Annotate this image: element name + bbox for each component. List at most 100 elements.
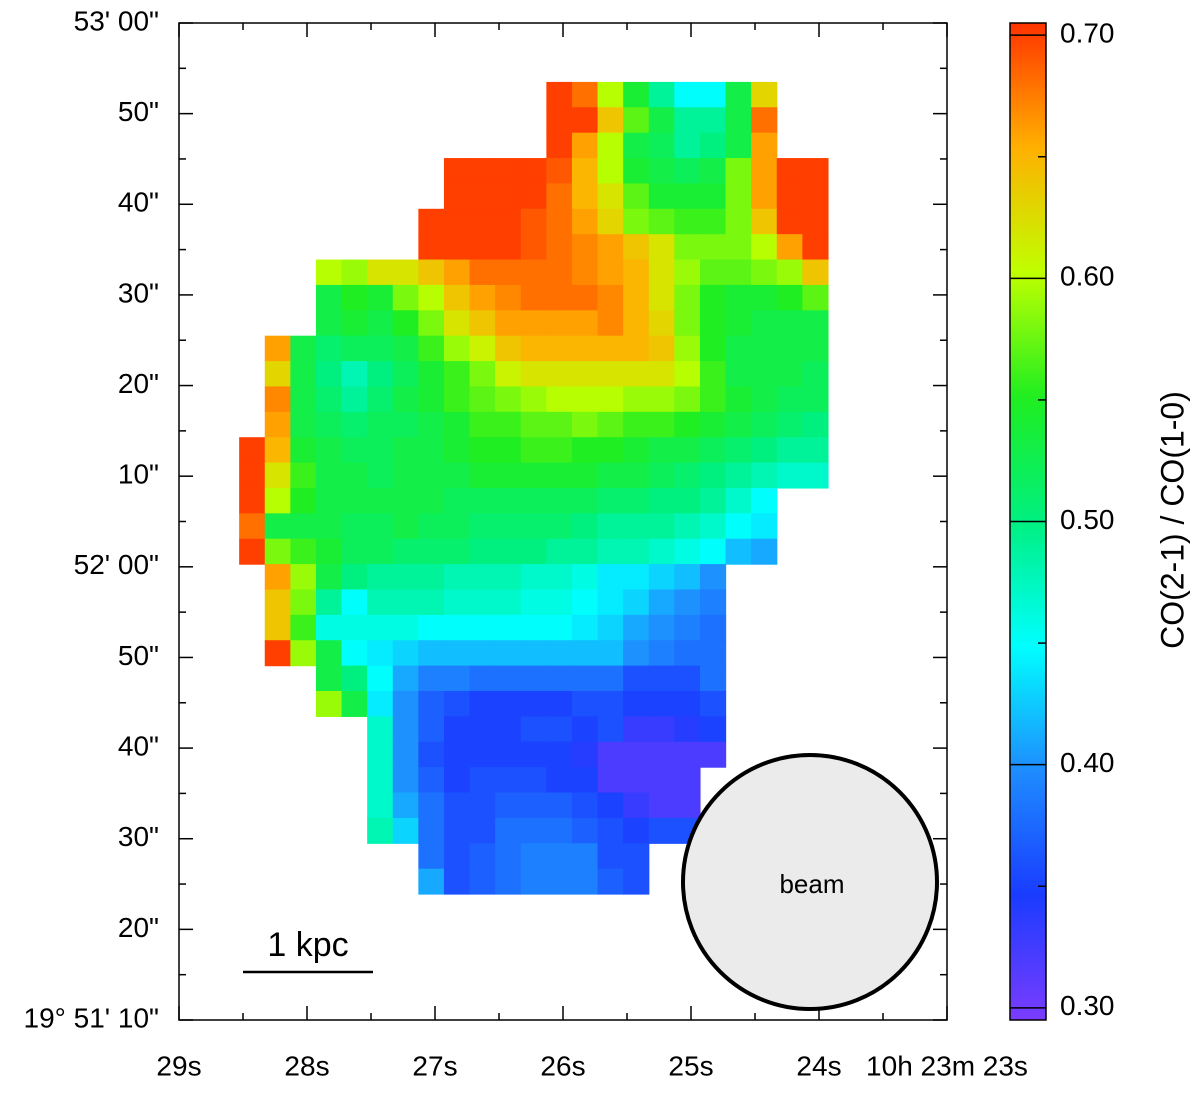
cell: [392, 640, 419, 667]
cell: [495, 487, 522, 514]
cell: [776, 310, 803, 337]
cell: [469, 310, 496, 337]
cell: [699, 640, 727, 667]
cell: [699, 132, 727, 159]
cell: [802, 386, 829, 413]
cell: [648, 614, 675, 641]
x-tick-label: 24s: [796, 1050, 841, 1081]
cell: [674, 81, 701, 108]
cell: [802, 259, 829, 286]
cell: [520, 538, 547, 565]
cell: [495, 564, 522, 591]
cell: [418, 335, 445, 362]
cell: [341, 690, 368, 717]
cell: [341, 589, 368, 616]
cell: [725, 411, 752, 438]
y-tick-label: 50": [118, 96, 159, 127]
cell: [597, 183, 624, 210]
cell: [571, 462, 599, 489]
cell: [571, 310, 599, 337]
cell: [546, 487, 573, 514]
cell: [648, 361, 675, 388]
cell: [392, 741, 419, 768]
cell: [751, 81, 778, 108]
cell: [597, 513, 624, 540]
cell: [546, 183, 573, 210]
cell: [571, 741, 599, 768]
cell: [725, 335, 752, 362]
cell: [341, 665, 368, 692]
cell: [443, 640, 471, 667]
cell: [571, 868, 599, 895]
y-tick-label: 50": [118, 640, 159, 671]
cell: [392, 538, 419, 565]
colorbar-label: CO(2-1) / CO(1-0): [1154, 391, 1190, 649]
cell: [443, 158, 471, 185]
cell: [674, 234, 701, 261]
cell: [546, 234, 573, 261]
cell: [648, 183, 675, 210]
cell: [776, 259, 803, 286]
cell: [597, 132, 624, 159]
cell: [392, 462, 419, 489]
cell: [802, 234, 829, 261]
cell: [546, 843, 573, 870]
cell: [597, 564, 624, 591]
cell: [290, 386, 317, 413]
cell: [623, 208, 650, 235]
cell: [290, 589, 317, 616]
cell: [699, 741, 727, 768]
cell: [623, 640, 650, 667]
cell: [597, 411, 624, 438]
cell: [520, 716, 547, 743]
cell: [443, 614, 471, 641]
cell: [776, 411, 803, 438]
cell: [315, 437, 343, 464]
cell: [571, 234, 599, 261]
cell: [264, 513, 291, 540]
cell: [367, 437, 394, 464]
cell: [495, 158, 522, 185]
cell: [443, 462, 471, 489]
cell: [264, 538, 291, 565]
cell: [674, 690, 701, 717]
cell: [597, 284, 624, 311]
colorbar-tick-label: 0.70: [1060, 18, 1115, 49]
cell: [367, 462, 394, 489]
cell: [699, 259, 727, 286]
cell: [751, 335, 778, 362]
cell: [443, 817, 471, 844]
cell: [443, 792, 471, 819]
cell: [776, 183, 803, 210]
cell: [495, 513, 522, 540]
cell: [776, 462, 803, 489]
cell: [751, 437, 778, 464]
cell: [367, 564, 394, 591]
cell: [495, 767, 522, 794]
cell: [418, 614, 445, 641]
cell: [648, 437, 675, 464]
cell: [751, 183, 778, 210]
cell: [674, 589, 701, 616]
cell: [571, 513, 599, 540]
cell: [751, 259, 778, 286]
cell: [699, 284, 727, 311]
cell: [469, 462, 496, 489]
cell: [495, 716, 522, 743]
cell: [520, 411, 547, 438]
cell: [648, 234, 675, 261]
cell: [392, 614, 419, 641]
cell: [367, 284, 394, 311]
cell: [597, 335, 624, 362]
cell: [802, 361, 829, 388]
cell: [239, 462, 266, 489]
cell: [546, 310, 573, 337]
cell: [571, 817, 599, 844]
cell: [571, 538, 599, 565]
cell: [597, 843, 624, 870]
cell: [699, 81, 727, 108]
cell: [623, 386, 650, 413]
cell: [546, 817, 573, 844]
x-tick-label: 28s: [284, 1050, 329, 1081]
